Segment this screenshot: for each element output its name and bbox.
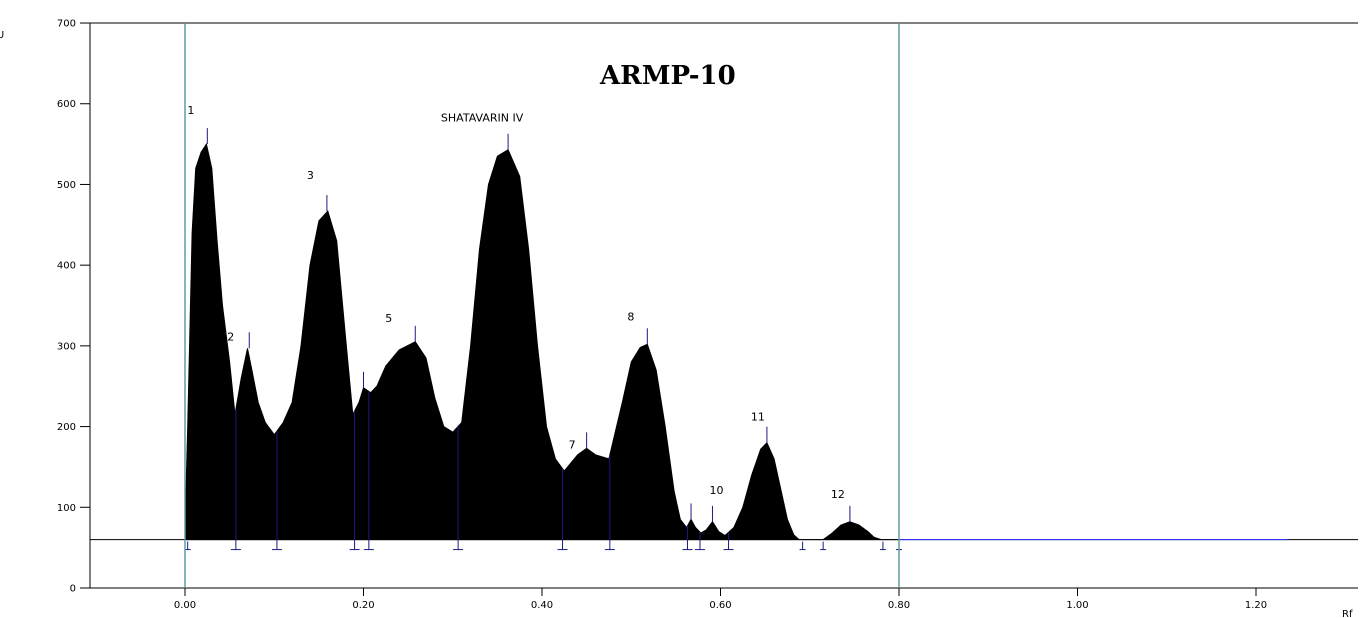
peak-label: 1 (187, 104, 194, 117)
x-tick-label: 1.00 (1066, 600, 1088, 611)
y-tick-label: 100 (57, 503, 76, 514)
peak-label: 3 (307, 169, 314, 182)
trace-group (90, 142, 1358, 551)
trace-fill (184, 142, 900, 541)
peak-label: 2 (227, 330, 234, 343)
peak-label: 10 (709, 484, 723, 497)
peak-label: 8 (627, 310, 634, 323)
x-axis-unit: Rf (1342, 609, 1353, 618)
peak-label: 7 (569, 438, 576, 451)
peak-label: 12 (831, 488, 845, 501)
x-axis-ticks: 0.00 0.20 0.40 0.60 0.80 1.00 1.20 (174, 588, 1267, 611)
x-tick-label: 0.20 (352, 600, 374, 611)
x-tick-label: 0.60 (709, 600, 731, 611)
x-tick-label: 0.80 (888, 600, 910, 611)
x-tick-label: 0.00 (174, 600, 196, 611)
y-axis-unit: AU (0, 30, 4, 41)
x-tick-label: 0.40 (531, 600, 553, 611)
peak-label: 5 (385, 312, 392, 325)
y-tick-label: 700 (57, 19, 76, 30)
chart-title: ARMP-10 (599, 61, 736, 91)
x-tick-label: 1.20 (1245, 600, 1267, 611)
peak-label: SHATAVARIN IV (441, 112, 524, 125)
front-lines (184, 23, 900, 588)
y-tick-label: 200 (57, 422, 76, 433)
y-axis-ticks: 0 100 200 300 400 500 600 700 (57, 19, 90, 595)
y-tick-label: 0 (70, 584, 76, 595)
peak-label: 11 (751, 411, 765, 424)
y-tick-label: 400 (57, 261, 76, 272)
y-tick-label: 500 (57, 180, 76, 191)
y-tick-label: 300 (57, 341, 76, 352)
y-tick-label: 600 (57, 99, 76, 110)
